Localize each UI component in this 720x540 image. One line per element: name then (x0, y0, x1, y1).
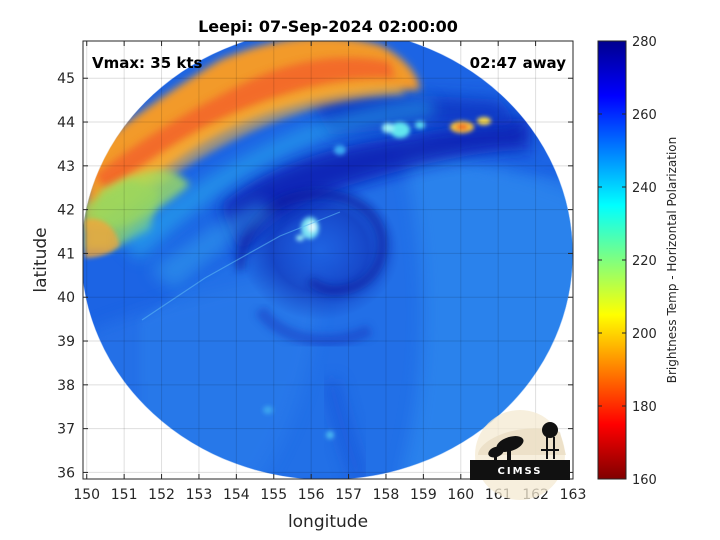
colorbar-tick-label: 180 (632, 400, 657, 415)
y-tick-label: 40 (57, 290, 75, 306)
axes-box (82, 40, 574, 480)
cimss-logo-text: CIMSS (498, 466, 543, 477)
brightness-temperature-field (83, 41, 573, 479)
y-tick-label: 36 (57, 465, 75, 481)
y-tick-label: 39 (57, 334, 75, 350)
x-tick-label: 150 (73, 487, 100, 503)
x-tick-label: 156 (298, 487, 325, 503)
x-tick-label: 153 (186, 487, 213, 503)
x-tick-label: 158 (373, 487, 400, 503)
x-tick-label: 163 (560, 487, 587, 503)
y-tick-label: 44 (57, 115, 75, 131)
chart-title: Leepi: 07-Sep-2024 02:00:00 (198, 17, 458, 36)
y-tick-label: 43 (57, 159, 75, 175)
y-tick-label: 45 (57, 71, 75, 87)
x-tick-label: 159 (410, 487, 437, 503)
colorbar-tick-labels: 160 180 200 220 240 260 280 (632, 35, 657, 488)
y-tick-label: 38 (57, 378, 75, 394)
x-axis-label: longitude (288, 512, 368, 532)
colorbar-ticks (598, 40, 626, 480)
colorbar-tick-label: 200 (632, 327, 657, 342)
colorbar-tick-label: 220 (632, 254, 657, 269)
y-tick-label: 42 (57, 203, 75, 219)
x-tick-label: 160 (447, 487, 474, 503)
water-tower-icon (541, 422, 559, 459)
x-tick-label: 152 (148, 487, 175, 503)
colorbar-tick-label: 240 (632, 181, 657, 196)
satellite-dish-icon (488, 436, 524, 461)
y-tick-label: 37 (57, 422, 75, 438)
x-tick-label: 157 (335, 487, 362, 503)
x-tick-label: 151 (111, 487, 138, 503)
y-tick-label: 41 (57, 246, 75, 262)
vmax-annotation: Vmax: 35 kts (92, 54, 202, 72)
colorbar (597, 40, 627, 480)
cimss-logo: CIMSS (470, 410, 570, 500)
colorbar-tick-label: 160 (632, 473, 657, 488)
colorbar-tick-label: 280 (632, 35, 657, 50)
colorbar-label: Brightness Temp - Horizontal Polarizatio… (665, 137, 679, 384)
y-tick-labels: 36 37 38 39 40 41 42 43 44 45 (57, 71, 75, 481)
x-tick-label: 155 (260, 487, 287, 503)
y-axis-label: latitude (31, 227, 51, 292)
colorbar-tick-label: 260 (632, 108, 657, 123)
time-away-annotation: 02:47 away (470, 54, 567, 72)
x-tick-label: 154 (223, 487, 250, 503)
